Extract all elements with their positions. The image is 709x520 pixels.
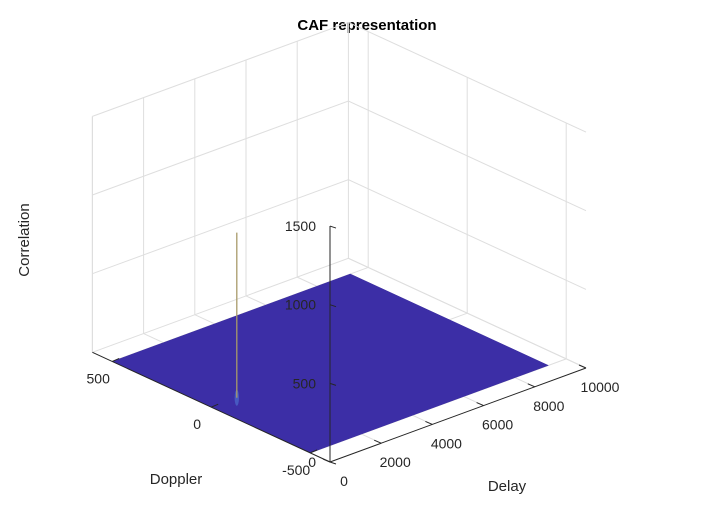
z-tick <box>329 304 337 308</box>
x-tick <box>425 420 433 425</box>
x-tick-label: 2000 <box>380 454 411 470</box>
x-tick-label: 6000 <box>482 417 513 433</box>
y-tick-label: -500 <box>282 462 310 478</box>
z-axis-label: Correlation <box>16 203 33 276</box>
x-tick <box>527 383 535 388</box>
y-tick-label: 0 <box>193 416 201 432</box>
z-tick-label: 1000 <box>285 297 316 313</box>
x-axis-label: Delay <box>488 478 527 495</box>
x-tick-label: 0 <box>340 473 348 489</box>
grid-line <box>92 179 587 290</box>
x-tick-label: 8000 <box>533 398 564 414</box>
z-tick <box>329 461 337 465</box>
y-tick <box>112 358 120 362</box>
axes <box>92 225 587 465</box>
y-tick <box>310 449 318 454</box>
z-tick-label: 1500 <box>285 218 316 234</box>
x-tick-label: 10000 <box>581 379 620 395</box>
grid-line <box>92 21 587 133</box>
x-tick-label: 4000 <box>431 435 462 451</box>
z-tick-label: 0 <box>308 454 316 470</box>
tick-labels: 02000400060008000100005000-5000500100015… <box>87 218 620 489</box>
y-tick <box>211 403 219 408</box>
z-tick <box>329 225 337 229</box>
y-axis-label: Doppler <box>150 471 203 488</box>
x-tick <box>374 439 382 444</box>
z-tick-label: 500 <box>293 375 317 391</box>
y-tick-label: 500 <box>87 370 111 386</box>
x-tick <box>322 458 331 463</box>
x-tick <box>578 364 587 369</box>
x-axis-line <box>329 367 587 463</box>
grid-line <box>92 100 587 212</box>
x-tick <box>476 402 484 407</box>
z-tick <box>329 382 337 386</box>
chart-title: CAF representation <box>297 17 436 34</box>
